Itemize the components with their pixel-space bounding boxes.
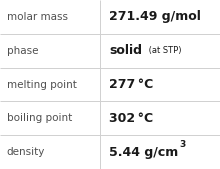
Text: phase: phase xyxy=(7,46,38,56)
Text: boiling point: boiling point xyxy=(7,113,72,123)
Text: 3: 3 xyxy=(179,140,185,149)
Text: (at STP): (at STP) xyxy=(146,46,182,55)
Text: melting point: melting point xyxy=(7,79,77,90)
Text: 277 °C: 277 °C xyxy=(109,78,153,91)
Text: solid: solid xyxy=(109,44,142,57)
Text: 302 °C: 302 °C xyxy=(109,112,153,125)
Text: density: density xyxy=(7,147,45,157)
Text: 5.44 g/cm: 5.44 g/cm xyxy=(109,146,178,159)
Text: molar mass: molar mass xyxy=(7,12,68,22)
Text: 271.49 g/mol: 271.49 g/mol xyxy=(109,10,201,23)
